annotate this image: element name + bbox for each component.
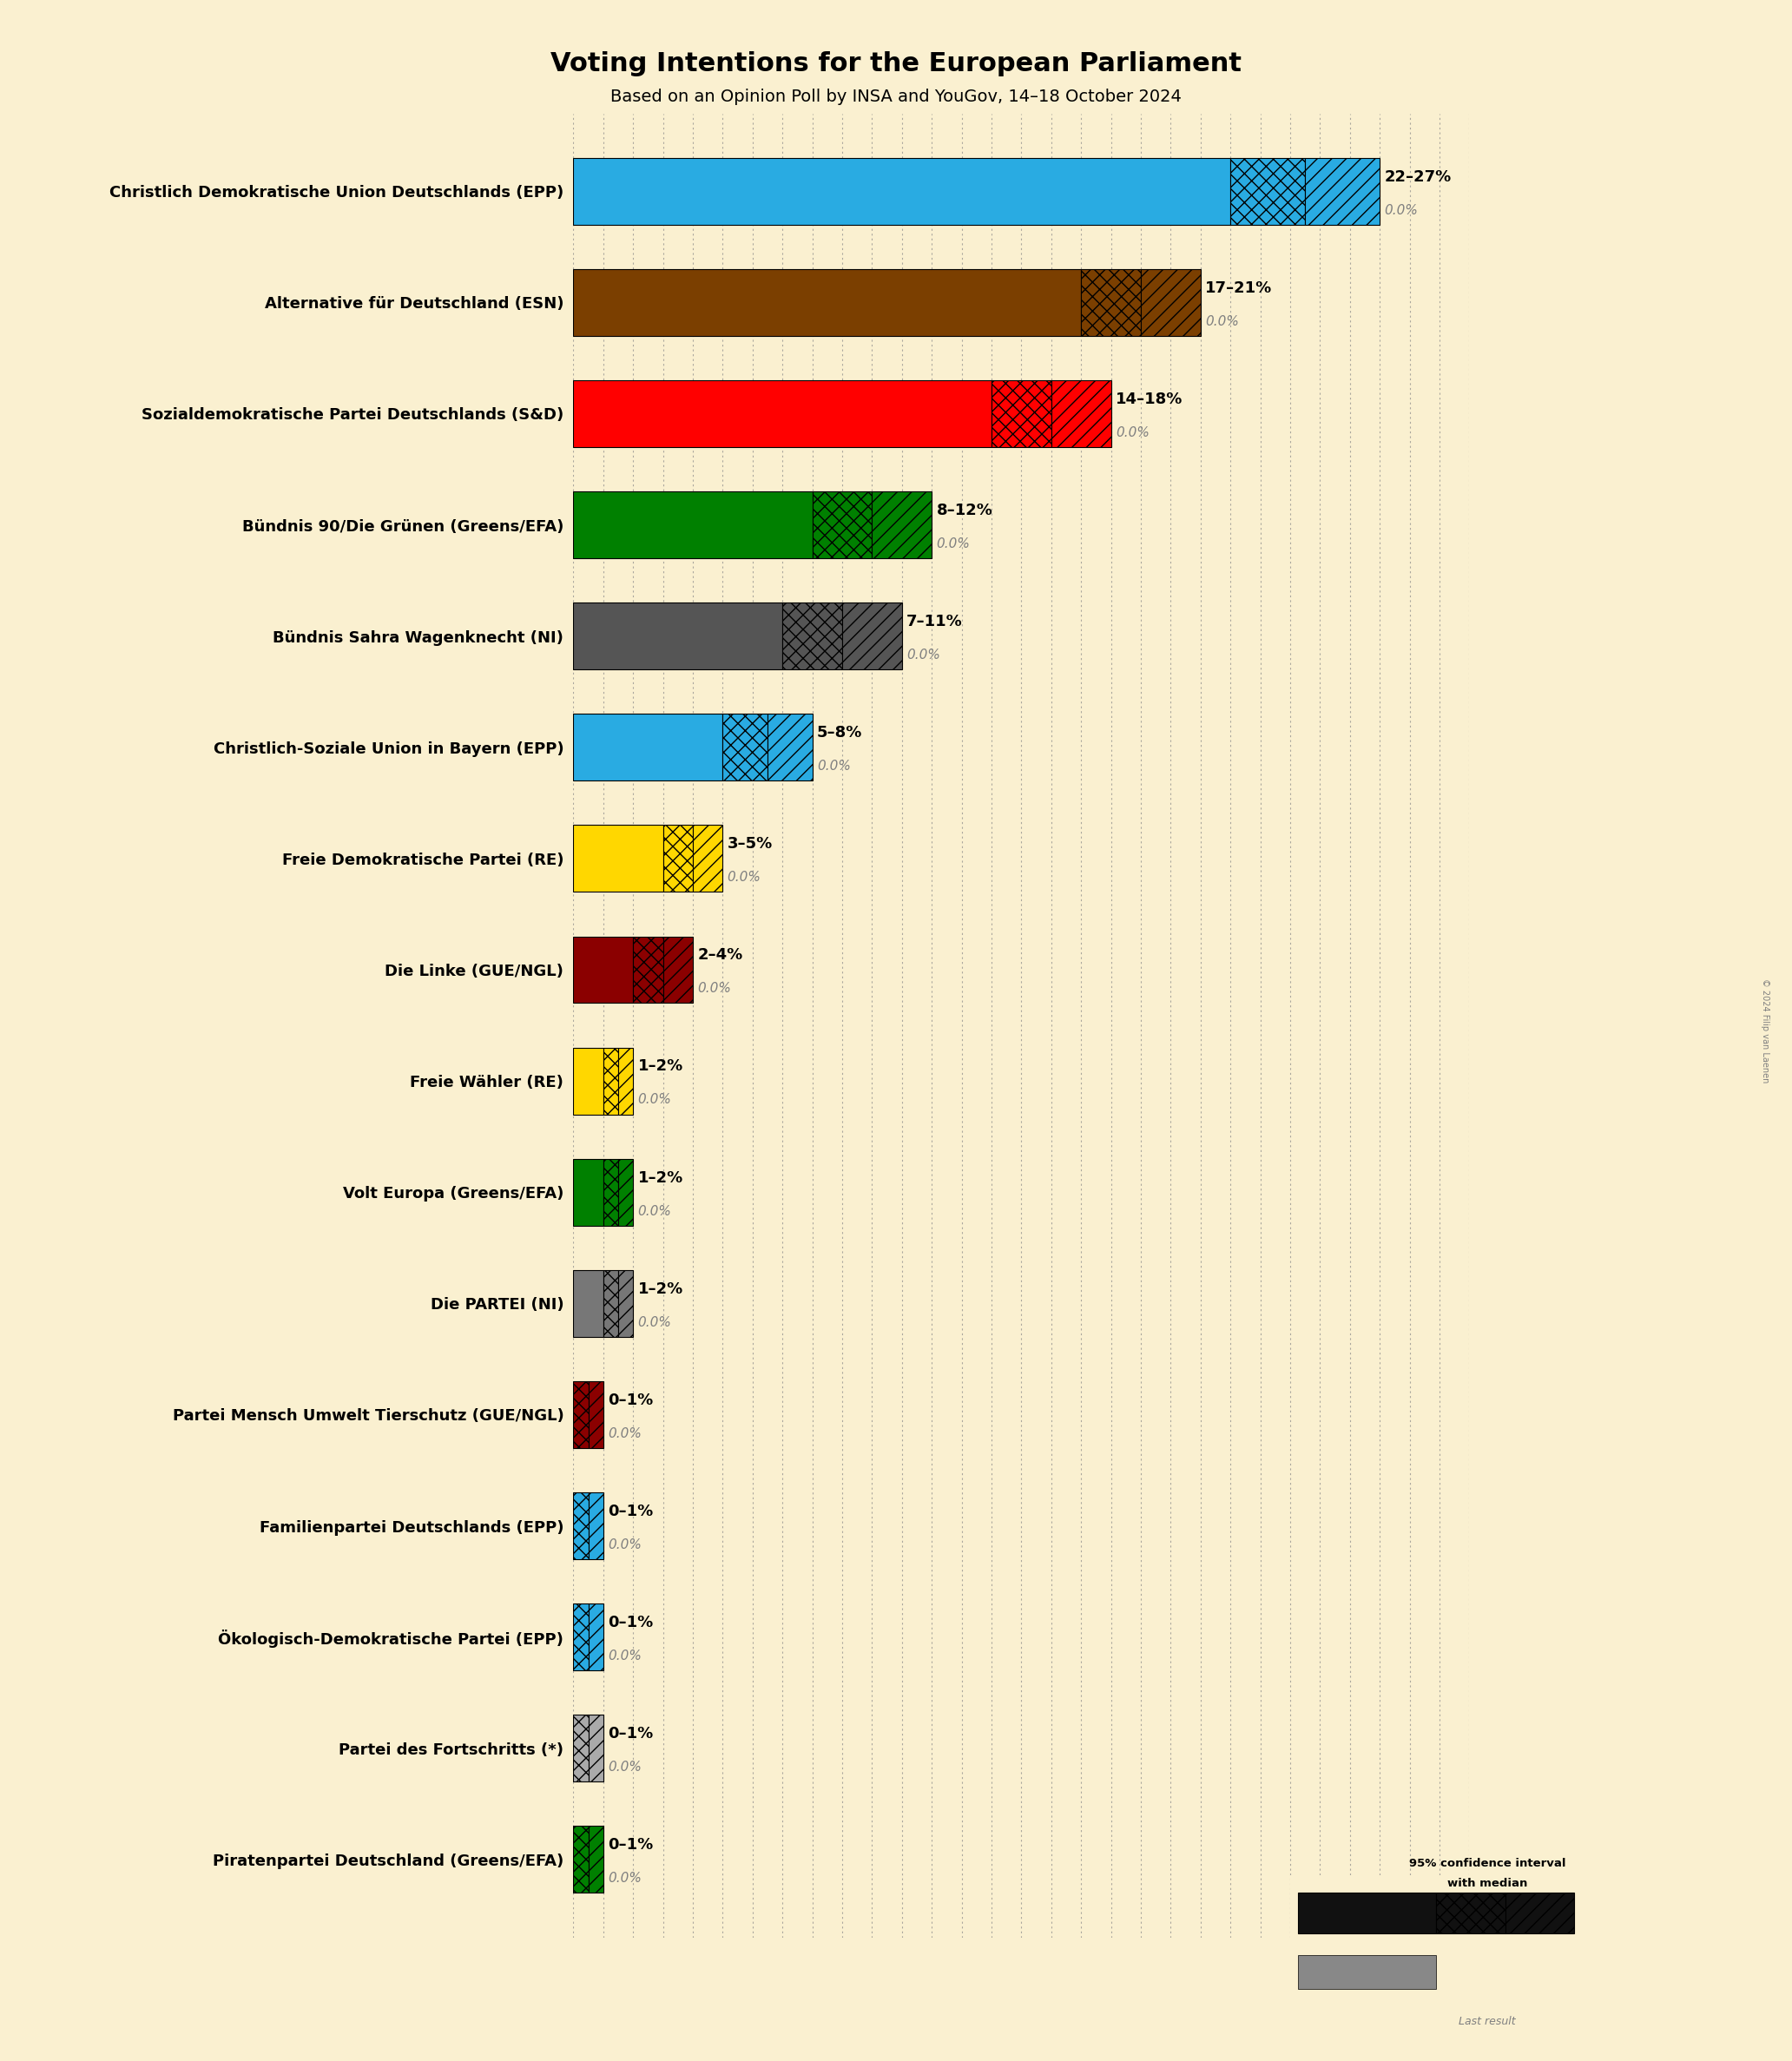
Bar <box>663 824 694 892</box>
Bar <box>633 936 663 1004</box>
Text: Based on an Opinion Poll by INSA and YouGov, 14–18 October 2024: Based on an Opinion Poll by INSA and You… <box>611 89 1181 105</box>
Bar <box>812 491 873 559</box>
Text: 3–5%: 3–5% <box>728 837 772 851</box>
Text: 8–12%: 8–12% <box>935 503 993 517</box>
Text: 0–1%: 0–1% <box>607 1393 652 1408</box>
Bar <box>694 824 722 892</box>
Text: 22–27%: 22–27% <box>1383 169 1452 185</box>
Bar <box>1305 159 1380 225</box>
Text: © 2024 Filip van Laenen: © 2024 Filip van Laenen <box>1762 979 1769 1082</box>
Text: 0.0%: 0.0% <box>935 538 969 550</box>
Text: 2–4%: 2–4% <box>697 948 742 962</box>
Text: 1–2%: 1–2% <box>638 1171 683 1185</box>
Bar <box>573 159 1231 225</box>
Bar <box>1297 1892 1435 1933</box>
Bar <box>573 936 633 1004</box>
Bar <box>573 1270 604 1338</box>
Text: 0.0%: 0.0% <box>1115 427 1149 439</box>
Text: 1–2%: 1–2% <box>638 1059 683 1074</box>
Text: 0.0%: 0.0% <box>638 1092 672 1107</box>
Text: 0.0%: 0.0% <box>607 1871 642 1886</box>
Text: 14–18%: 14–18% <box>1115 392 1183 406</box>
Text: 0.0%: 0.0% <box>607 1538 642 1552</box>
Text: Last result: Last result <box>1459 2016 1516 2028</box>
Bar <box>588 1826 604 1892</box>
Text: 0–1%: 0–1% <box>607 1725 652 1742</box>
Bar <box>604 1270 618 1338</box>
Bar <box>573 1381 588 1449</box>
Text: 1–2%: 1–2% <box>638 1282 683 1296</box>
Bar <box>573 1158 604 1226</box>
Bar <box>1505 1892 1573 1933</box>
Bar <box>1435 1892 1505 1933</box>
Bar <box>573 1603 588 1669</box>
Text: 0.0%: 0.0% <box>638 1204 672 1218</box>
Bar <box>588 1381 604 1449</box>
Bar <box>618 1270 633 1338</box>
Bar <box>588 1492 604 1560</box>
Bar <box>842 602 901 670</box>
Bar <box>573 381 991 447</box>
Text: 0.0%: 0.0% <box>638 1315 672 1329</box>
Bar <box>873 491 932 559</box>
Bar <box>573 602 783 670</box>
Bar <box>573 824 663 892</box>
Bar <box>573 1715 588 1781</box>
Bar <box>1231 159 1305 225</box>
Text: 0.0%: 0.0% <box>607 1649 642 1663</box>
Text: 0.0%: 0.0% <box>907 649 941 662</box>
Text: 0.0%: 0.0% <box>607 1760 642 1775</box>
Bar <box>573 491 812 559</box>
Text: with median: with median <box>1448 1878 1527 1888</box>
Bar <box>618 1047 633 1115</box>
Bar <box>588 1715 604 1781</box>
Text: 7–11%: 7–11% <box>907 614 962 629</box>
Bar <box>573 713 722 781</box>
Text: 5–8%: 5–8% <box>817 725 862 740</box>
Text: 0.0%: 0.0% <box>1383 204 1417 216</box>
Bar <box>1081 270 1142 336</box>
Text: 0.0%: 0.0% <box>728 872 762 884</box>
Bar <box>1142 270 1201 336</box>
Bar <box>573 1047 604 1115</box>
Text: 0–1%: 0–1% <box>607 1614 652 1630</box>
Bar <box>722 713 767 781</box>
Text: Voting Intentions for the European Parliament: Voting Intentions for the European Parli… <box>550 52 1242 76</box>
Bar <box>1297 1956 1435 1989</box>
Text: 0.0%: 0.0% <box>697 983 731 995</box>
Bar <box>767 713 812 781</box>
Bar <box>991 381 1052 447</box>
Bar <box>573 1826 588 1892</box>
Bar <box>783 602 842 670</box>
Text: 0.0%: 0.0% <box>817 761 851 773</box>
Text: 0.0%: 0.0% <box>1204 315 1238 328</box>
Bar <box>604 1047 618 1115</box>
Bar <box>573 270 1081 336</box>
Bar <box>1052 381 1111 447</box>
Text: 0–1%: 0–1% <box>607 1505 652 1519</box>
Bar <box>604 1158 618 1226</box>
Text: 0–1%: 0–1% <box>607 1836 652 1853</box>
Bar <box>618 1158 633 1226</box>
Bar <box>663 936 694 1004</box>
Text: 17–21%: 17–21% <box>1204 280 1272 297</box>
Text: 95% confidence interval: 95% confidence interval <box>1409 1857 1566 1869</box>
Bar <box>573 1492 588 1560</box>
Bar <box>588 1603 604 1669</box>
Text: 0.0%: 0.0% <box>607 1426 642 1441</box>
